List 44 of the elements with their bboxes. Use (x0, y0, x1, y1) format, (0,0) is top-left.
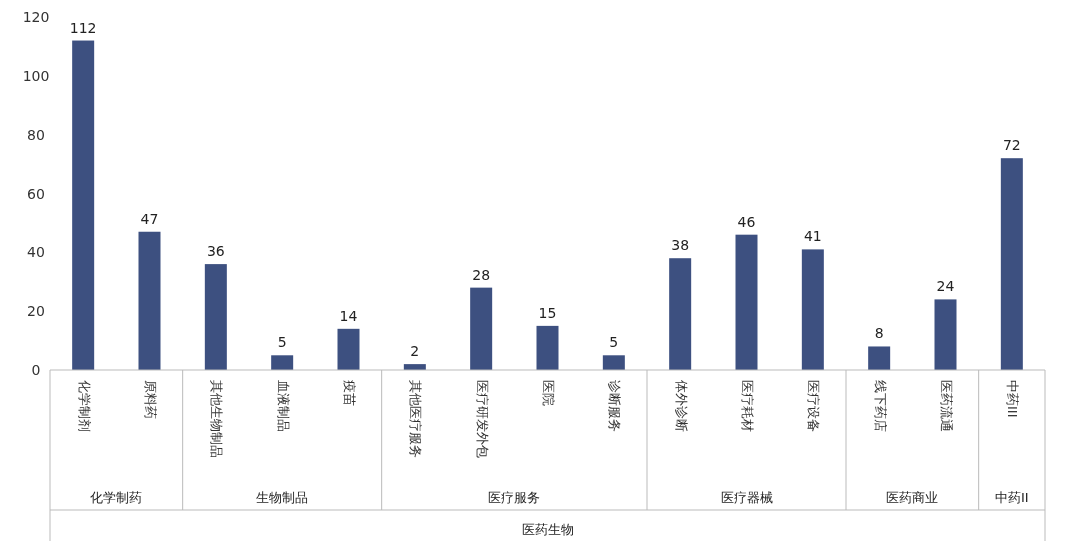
x-tick-label: 体外诊断 (673, 380, 689, 432)
y-tick-label: 20 (27, 303, 45, 320)
x-tick-label: 诊断服务 (607, 380, 623, 432)
text: 生物制品 (256, 490, 309, 505)
x-tick-label: 医院 (541, 380, 556, 406)
text: 中药II (995, 490, 1029, 505)
x-tick-label: 医疗研发外包 (474, 380, 490, 458)
data-label: 46 (737, 213, 756, 230)
x-tick-label: 血液制品 (275, 380, 291, 432)
data-label: 24 (936, 278, 955, 295)
text: 化学制药 (90, 490, 143, 505)
data-label: 112 (69, 19, 97, 36)
y-tick-label: 120 (22, 9, 50, 25)
y-tick-label: 100 (22, 67, 50, 84)
y-tick-label: 80 (27, 126, 45, 143)
x-tick-label: 化学制剂 (76, 380, 92, 432)
x-tick-label: 其他医疗服务 (408, 380, 424, 458)
x-tick-label: 线下药店 (872, 380, 888, 432)
data-label: 38 (671, 237, 690, 254)
data-label: 5 (277, 334, 287, 351)
data-label: 14 (339, 307, 358, 324)
y-tick-label: 40 (27, 244, 45, 261)
x-tick-label: 医疗设备 (806, 380, 822, 432)
text: 医疗器械 (720, 490, 773, 505)
x-tick-label: 医疗耗材 (740, 380, 755, 432)
data-label: 41 (803, 228, 822, 245)
data-label: 72 (1002, 137, 1021, 154)
x-tick-label: 中药III (1005, 380, 1021, 418)
x-axis-title: 医药生物 (521, 522, 574, 537)
x-tick-label: 医药流通 (939, 380, 954, 432)
text: 医疗服务 (488, 490, 541, 505)
data-label: 8 (874, 325, 884, 342)
data-label: 36 (206, 243, 225, 260)
data-label: 28 (472, 266, 491, 283)
data-label: 15 (538, 304, 557, 321)
y-tick-label: 0 (31, 362, 41, 378)
y-tick-label: 60 (27, 185, 45, 202)
text: 医药商业 (886, 490, 939, 505)
x-tick-label: 原料药 (143, 380, 158, 419)
data-label: 2 (410, 343, 420, 360)
x-tick-label: 其他生物制品 (209, 380, 225, 458)
data-label: 47 (140, 210, 159, 227)
x-tick-label: 疫苗 (342, 380, 357, 406)
data-label: 5 (609, 334, 619, 351)
